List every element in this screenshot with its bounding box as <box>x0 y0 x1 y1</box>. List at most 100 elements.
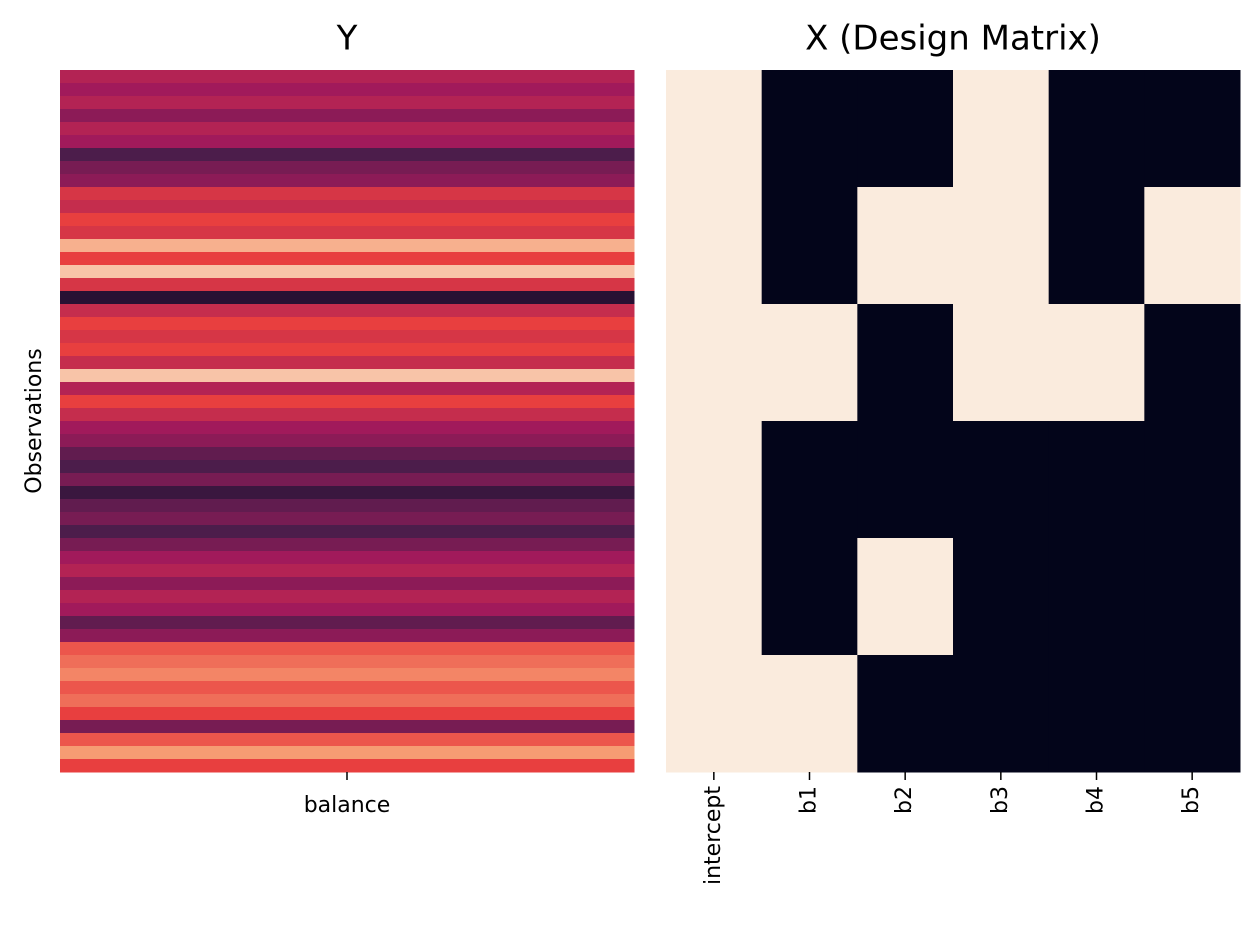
heatmap-cell <box>60 512 635 526</box>
x-tick-label: intercept <box>701 786 726 885</box>
x-tick-label: b2 <box>892 786 917 814</box>
heatmap-cell <box>60 278 635 292</box>
heatmap-cell <box>60 629 635 643</box>
heatmap-cell <box>1144 421 1241 539</box>
heatmap-cell <box>60 317 635 331</box>
heatmap-cell <box>666 187 763 305</box>
heatmap-cell <box>857 187 954 305</box>
heatmap-cell <box>60 551 635 565</box>
heatmap-cell <box>60 564 635 578</box>
heatmap-cell <box>60 460 635 474</box>
heatmap-cell <box>60 96 635 110</box>
heatmap-cell <box>857 538 954 656</box>
heatmap-cell <box>60 642 635 656</box>
heatmap-cell <box>60 447 635 461</box>
heatmap-cell <box>60 252 635 266</box>
heatmap-cell <box>953 187 1050 305</box>
heatmap-cell <box>60 746 635 760</box>
x-tick-label: b3 <box>988 786 1013 814</box>
heatmap-cell <box>60 109 635 123</box>
heatmap-cell <box>60 590 635 604</box>
heatmap-cell <box>60 226 635 240</box>
heatmap-cell <box>60 759 635 773</box>
heatmap-cell <box>60 408 635 422</box>
heatmap-cell <box>1144 187 1241 305</box>
x-tick-label: b1 <box>797 786 822 814</box>
heatmap-cell <box>60 239 635 253</box>
heatmap-cell <box>60 681 635 695</box>
heatmap-cell <box>60 148 635 162</box>
heatmap-cell <box>953 70 1050 188</box>
chart-title: Y <box>336 19 358 59</box>
heatmap-cell <box>60 395 635 409</box>
heatmap-cell <box>761 538 858 656</box>
heatmap-cell <box>60 733 635 747</box>
heatmap-cell <box>60 707 635 721</box>
heatmap-cell <box>60 122 635 136</box>
heatmap-cell <box>666 421 763 539</box>
heatmap-cell <box>953 538 1050 656</box>
heatmap-cell <box>60 525 635 539</box>
heatmap-cell <box>1144 538 1241 656</box>
heatmap-cell <box>60 161 635 175</box>
x-tick-label: b4 <box>1084 786 1109 814</box>
heatmap-cell <box>60 265 635 279</box>
heatmap-cell <box>953 304 1050 422</box>
heatmap-cell <box>1048 70 1145 188</box>
heatmap-cell <box>60 486 635 500</box>
heatmap-cell <box>761 304 858 422</box>
heatmap-cell <box>666 70 763 188</box>
heatmap-cell <box>1048 187 1145 305</box>
heatmap-cell <box>60 83 635 97</box>
heatmap-cell <box>60 174 635 188</box>
heatmap-cell <box>1048 304 1145 422</box>
heatmap-cell <box>60 434 635 448</box>
heatmap-cell <box>666 538 763 656</box>
heatmap-cell <box>60 200 635 214</box>
heatmap-cell <box>60 538 635 552</box>
heatmap-cell <box>1144 304 1241 422</box>
heatmap-cell <box>60 473 635 487</box>
heatmap-cell <box>1144 655 1241 773</box>
heatmap-cell <box>1144 70 1241 188</box>
heatmap-cell <box>953 421 1050 539</box>
x-tick-label: balance <box>304 793 391 818</box>
heatmap-cell <box>60 70 635 84</box>
heatmap-cell <box>60 603 635 617</box>
heatmap-cell <box>761 655 858 773</box>
heatmap-cell <box>60 187 635 201</box>
heatmap-cell <box>60 356 635 370</box>
y-axis-label: Observations <box>22 348 47 493</box>
heatmap-cell <box>60 330 635 344</box>
heatmap-cell <box>60 694 635 708</box>
heatmap-cell <box>60 213 635 227</box>
heatmap-cell <box>761 187 858 305</box>
heatmap-cell <box>1048 538 1145 656</box>
heatmap-cell <box>1048 421 1145 539</box>
heatmap-cell <box>1048 655 1145 773</box>
heatmap-cell <box>857 304 954 422</box>
heatmap-cell <box>60 577 635 591</box>
heatmap-cell <box>60 421 635 435</box>
heatmap-cell <box>60 720 635 734</box>
heatmap-cell <box>60 655 635 669</box>
heatmap-cell <box>60 343 635 357</box>
heatmap-cell <box>857 655 954 773</box>
heatmap-cell <box>60 616 635 630</box>
x-tick-label: b5 <box>1179 786 1204 814</box>
heatmap-cell <box>60 369 635 383</box>
heatmap-cell <box>857 421 954 539</box>
chart-title: X (Design Matrix) <box>805 19 1101 59</box>
heatmap-cell <box>60 304 635 318</box>
heatmap-cell <box>761 70 858 188</box>
heatmap-cell <box>953 655 1050 773</box>
heatmap-cell <box>60 499 635 513</box>
heatmap-cell <box>666 304 763 422</box>
heatmap-cell <box>60 382 635 396</box>
heatmap-cell <box>761 421 858 539</box>
heatmap-cell <box>857 70 954 188</box>
heatmap-cell <box>60 668 635 682</box>
heatmap-cell <box>60 291 635 305</box>
heatmap-cell <box>60 135 635 149</box>
